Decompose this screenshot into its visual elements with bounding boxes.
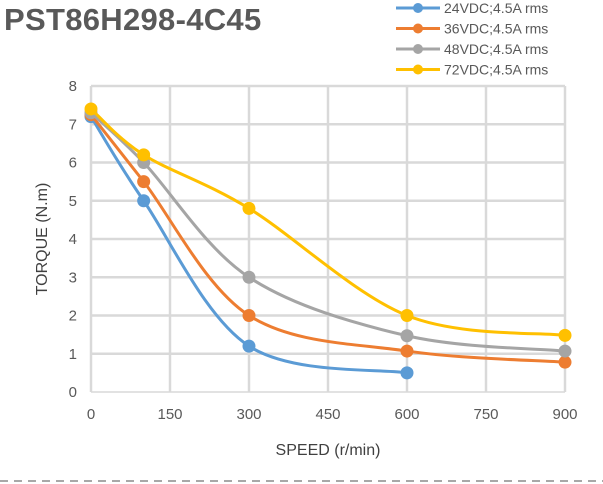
y-tick-label: 3 <box>69 269 77 286</box>
data-point <box>400 344 414 358</box>
data-point <box>558 328 572 342</box>
x-tick-label: 150 <box>157 406 182 423</box>
data-point <box>137 148 151 162</box>
data-point <box>137 194 151 208</box>
legend-label: 48VDC;4.5A rms <box>444 41 548 57</box>
series-line <box>90 107 566 337</box>
data-point <box>242 309 256 322</box>
y-axis-label: TORQUE (N.m) <box>34 183 51 296</box>
y-tick-label: 5 <box>69 193 77 210</box>
x-axis-label: SPEED (r/min) <box>276 442 381 459</box>
legend-marker <box>413 64 423 75</box>
y-tick-label: 7 <box>69 116 77 133</box>
data-point <box>558 355 572 369</box>
data-point <box>400 309 414 322</box>
y-tick-label: 2 <box>69 308 77 325</box>
legend-label: 72VDC;4.5A rms <box>444 62 548 78</box>
data-point <box>137 175 151 189</box>
data-point <box>400 366 414 380</box>
legend-marker <box>413 3 423 13</box>
data-point <box>242 339 256 353</box>
data-point <box>242 201 256 215</box>
data-point <box>84 102 98 116</box>
x-tick-label: 900 <box>552 406 577 423</box>
legend-label: 24VDC;4.5A rms <box>444 0 548 16</box>
legend-marker <box>413 23 423 34</box>
y-tick-label: 8 <box>69 78 77 95</box>
y-tick-label: 4 <box>69 231 77 248</box>
chart-title: PST86H298-4C45 <box>4 2 262 37</box>
x-tick-label: 450 <box>315 406 340 423</box>
y-tick-label: 6 <box>69 155 77 172</box>
data-point <box>400 329 414 343</box>
series-line <box>89 115 408 375</box>
data-point <box>558 344 572 358</box>
x-tick-label: 750 <box>473 406 498 423</box>
x-tick-label: 0 <box>87 406 95 423</box>
legend-marker <box>413 44 423 54</box>
x-tick-label: 300 <box>236 406 261 423</box>
x-tick-label: 600 <box>394 406 419 423</box>
data-point <box>242 270 256 284</box>
legend-label: 36VDC;4.5A rms <box>444 21 548 37</box>
y-tick-label: 1 <box>69 346 77 363</box>
y-tick-label: 0 <box>69 384 77 401</box>
